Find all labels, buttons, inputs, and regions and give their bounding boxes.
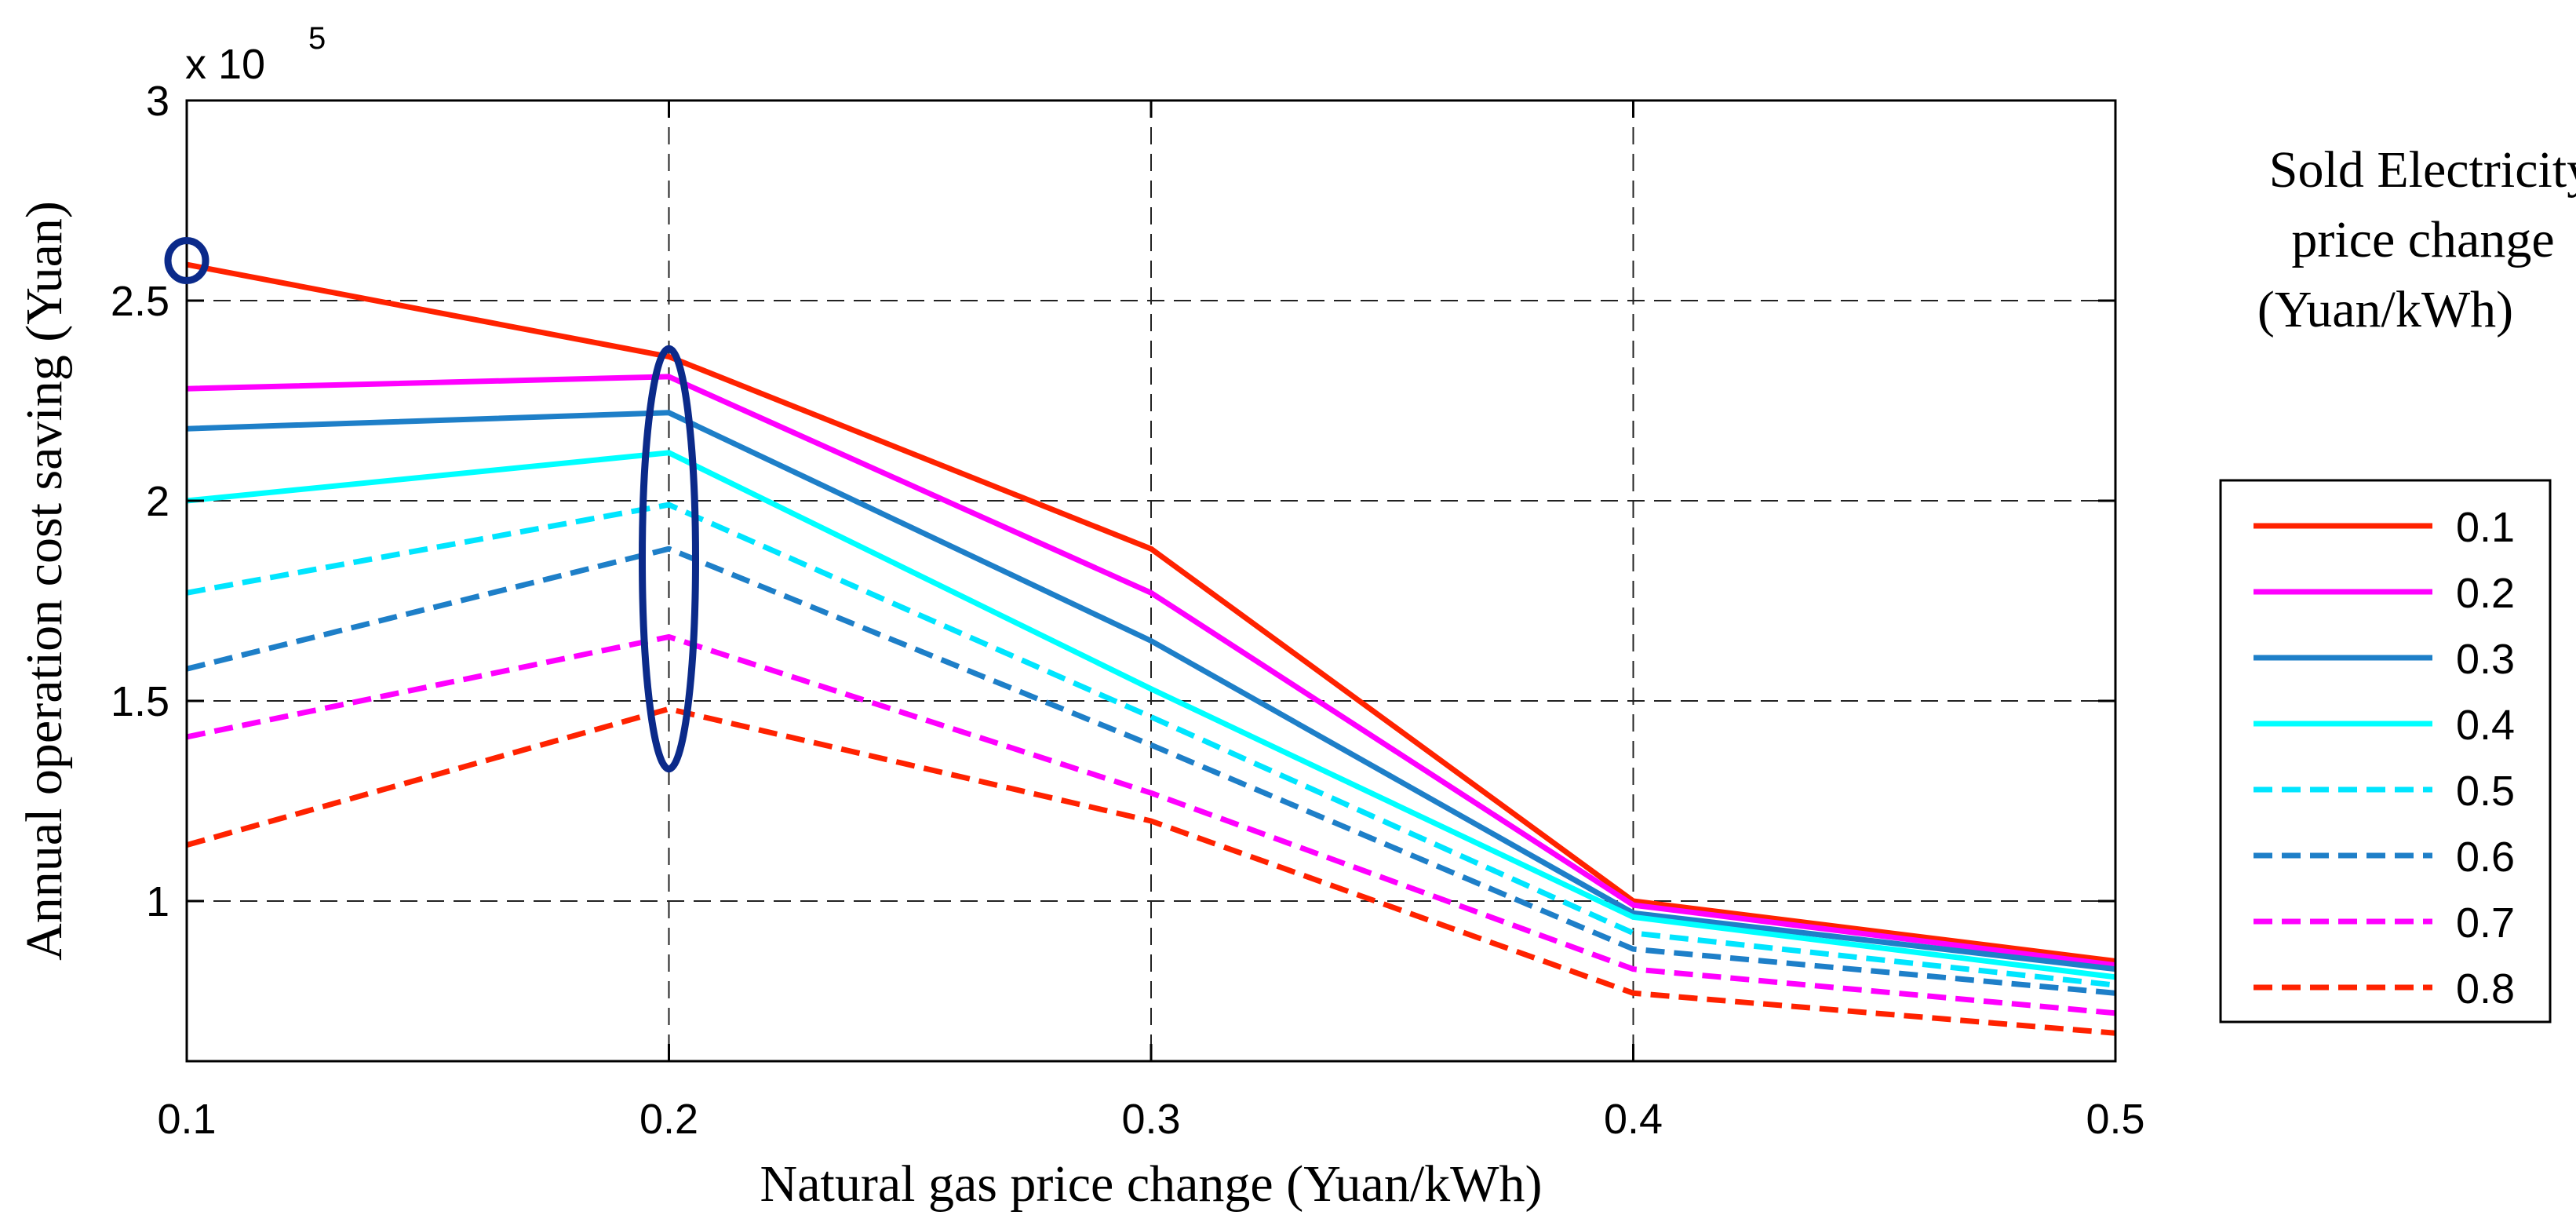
series-line-0-8 bbox=[186, 706, 2116, 1036]
legend-label-0-3: 0.3 bbox=[2456, 636, 2515, 683]
series-line-0-6 bbox=[186, 545, 2116, 996]
legend-title-line-2: price change bbox=[2291, 211, 2554, 268]
legend-label-0-2: 0.2 bbox=[2456, 570, 2515, 617]
series-line-0-2 bbox=[186, 374, 2116, 969]
annotation-layer bbox=[164, 237, 699, 773]
highlight-ellipse bbox=[639, 345, 699, 773]
legend-label-0-8: 0.8 bbox=[2456, 965, 2515, 1013]
legend-title-line-3: (Yuan/kWh) bbox=[2257, 281, 2513, 338]
x-tick-label: 0.5 bbox=[2086, 1096, 2144, 1143]
tick-layer: 0.1 0.2 0.3 0.4 0.5 1 1.5 2 2.5 3 bbox=[111, 78, 2145, 1143]
series-line-0-7 bbox=[186, 633, 2116, 1016]
legend-box bbox=[2219, 479, 2552, 1023]
legend-label-0-4: 0.4 bbox=[2456, 702, 2515, 749]
y-tick-label: 2.5 bbox=[111, 278, 169, 325]
legend-label-0-6: 0.6 bbox=[2456, 834, 2515, 881]
series-line-0-3 bbox=[186, 410, 2116, 972]
y-exponent-label: x 10 bbox=[185, 41, 265, 88]
x-tick-label: 0.3 bbox=[1121, 1096, 1180, 1143]
grid-layer bbox=[187, 100, 2115, 1061]
highlight-ellipse bbox=[164, 237, 210, 284]
y-axis-label: Annual operation cost saving (Yuan) bbox=[16, 201, 73, 961]
x-axis-label: Natural gas price change (Yuan/kWh) bbox=[760, 1155, 1543, 1213]
legend-label-0-5: 0.5 bbox=[2456, 768, 2515, 815]
y-exponent-power: 5 bbox=[308, 21, 326, 56]
legend-entries: 0.1 0.2 0.3 0.4 0.5 0.6 0.7 0.8 bbox=[2254, 504, 2515, 1013]
series-layer bbox=[186, 261, 2116, 1036]
series-line-0-5 bbox=[186, 502, 2116, 988]
series-line-0-1 bbox=[186, 261, 2116, 964]
series-line-0-4 bbox=[186, 450, 2116, 980]
x-tick-label: 0.2 bbox=[639, 1096, 698, 1143]
y-tick-label: 3 bbox=[146, 78, 169, 125]
x-tick-label: 0.1 bbox=[157, 1096, 216, 1143]
x-tick-label: 0.4 bbox=[1604, 1096, 1663, 1143]
legend-title-line-1: Sold Electricity bbox=[2269, 141, 2576, 199]
legend-label-0-1: 0.1 bbox=[2456, 504, 2515, 551]
y-tick-label: 1 bbox=[146, 878, 169, 925]
y-tick-label: 1.5 bbox=[111, 678, 169, 725]
legend-label-0-7: 0.7 bbox=[2456, 899, 2515, 947]
y-tick-label: 2 bbox=[146, 478, 169, 525]
